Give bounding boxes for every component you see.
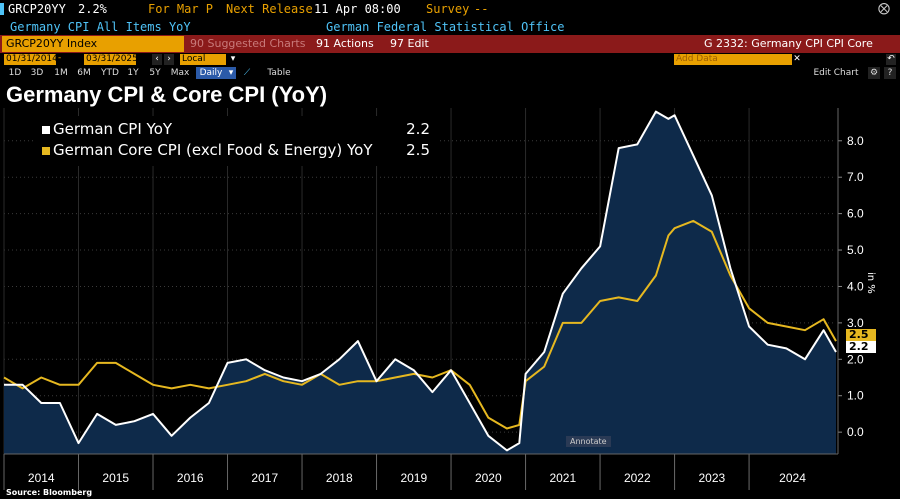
end-date-input[interactable]: 03/31/2025	[84, 54, 138, 65]
tab-3d[interactable]: 3D	[30, 68, 44, 78]
suggested-charts-menu[interactable]: 90 Suggested Charts	[190, 37, 306, 50]
period-label: For Mar P	[148, 2, 214, 16]
x-tick-label: 2014	[28, 471, 55, 485]
x-axis: 2014 2015 2016 2017 2018 2019 2020 2021 2022 2023…	[3, 453, 838, 490]
prev-period-button[interactable]: ‹	[152, 54, 162, 65]
line-chart-icon[interactable]: ⟋	[243, 68, 251, 78]
source-label: Source: Bloomberg	[6, 488, 93, 497]
tab-table[interactable]: Table	[267, 68, 291, 78]
currency-select[interactable]: Local CCY	[180, 54, 226, 75]
x-tick-label: 2024	[779, 471, 806, 485]
series-areas	[4, 111, 836, 454]
tab-max[interactable]: Max	[170, 68, 190, 78]
y-tick-label: 0.0	[847, 425, 864, 439]
survey-value: --	[474, 2, 489, 16]
series-line-0	[4, 110, 837, 452]
x-tick-label: 2022	[624, 471, 651, 485]
legend-value-core: 2.5	[406, 141, 430, 159]
legend-swatch-core	[42, 146, 50, 155]
last-value-badge-core: 2.5	[846, 329, 876, 341]
tab-ytd[interactable]: YTD	[101, 68, 119, 78]
tab-6m[interactable]: 6M	[77, 68, 91, 78]
help-icon[interactable]: ?	[884, 67, 896, 79]
legend-swatch-cpi	[42, 125, 50, 134]
security-input[interactable]: GRCP20YY Index	[2, 36, 184, 52]
chart-id: G 2332: Germany CPI CPI Core	[704, 37, 873, 50]
y-tick-label: 7.0	[847, 170, 864, 184]
undo-icon[interactable]: ↶	[886, 54, 896, 65]
x-tick-label: 2019	[400, 471, 427, 485]
period-tabs: 1D 3D 1M 6M YTD 1Y 5Y Max Daily ▾ ⟋ Tabl…	[0, 66, 900, 80]
x-tick-label: 2017	[251, 471, 278, 485]
legend-label-core: German Core CPI (excl Food & Energy) YoY	[53, 141, 373, 159]
y-tick-label: 6.0	[847, 207, 864, 221]
next-period-button[interactable]: ›	[164, 54, 174, 65]
last-value: 2.2%	[78, 2, 107, 16]
edit-chart-button[interactable]: Edit Chart	[813, 68, 859, 78]
y-tick-label: 5.0	[847, 243, 864, 257]
ticker-label: GRCP20YY	[8, 2, 66, 16]
y-tick-label: 3.0	[847, 316, 864, 330]
y-tick-label: 1.0	[847, 389, 864, 403]
tab-5y[interactable]: 5Y	[149, 68, 161, 78]
series-area-0	[4, 111, 836, 454]
y-axis-label: in %	[865, 272, 876, 294]
legend: German CPI YoY 2.2 German Core CPI (excl…	[36, 116, 438, 166]
tab-1m[interactable]: 1M	[54, 68, 68, 78]
legend-entry-core[interactable]: German Core CPI (excl Food & Energy) YoY	[42, 141, 373, 159]
tab-1y[interactable]: 1Y	[127, 68, 139, 78]
legend-label-cpi: German CPI YoY	[53, 120, 173, 138]
command-menubar: 90 Suggested Charts 91 Actions 97 Edit G…	[0, 35, 900, 53]
add-data-input[interactable]: Add Data	[674, 54, 792, 65]
x-tick-label: 2018	[326, 471, 353, 485]
description-row: Germany CPI All Items YoY German Federal…	[0, 19, 900, 35]
legend-entry-cpi[interactable]: German CPI YoY	[42, 120, 172, 138]
series-line-1	[3, 219, 837, 430]
next-release-date: 11 Apr 08:00	[314, 2, 401, 16]
series-lines	[3, 110, 837, 452]
settings-icon[interactable]: ⚙	[868, 67, 880, 79]
date-separator: -	[58, 53, 62, 63]
x-tick-label: 2020	[475, 471, 502, 485]
tab-1d[interactable]: 1D	[8, 68, 22, 78]
security-description: Germany CPI All Items YoY	[10, 20, 191, 34]
next-release-label: Next Release	[226, 2, 313, 16]
survey-label: Survey	[426, 2, 470, 16]
start-date-input[interactable]: 01/31/2014	[4, 54, 58, 65]
tab-daily[interactable]: Daily	[196, 67, 226, 79]
legend-value-cpi: 2.2	[406, 120, 430, 138]
annotate-button[interactable]: Annotate	[566, 436, 611, 447]
x-tick-label: 2016	[177, 471, 204, 485]
sound-icon[interactable]: ⨂	[878, 1, 890, 15]
chart-title: Germany CPI & Core CPI (YoY)	[6, 82, 328, 107]
frequency-dropdown-icon[interactable]: ▾	[226, 67, 236, 79]
x-tick-label: 2021	[549, 471, 576, 485]
last-value-badge-cpi: 2.2	[846, 341, 876, 353]
y-tick-label: 8.0	[847, 134, 864, 148]
y-tick-label: 4.0	[847, 279, 864, 293]
security-header: GRCP20YY 2.2% For Mar P Next Release 11 …	[0, 0, 900, 19]
x-tick-label: 2023	[698, 471, 725, 485]
y-tick-label: 2.0	[847, 352, 864, 366]
currency-dropdown-icon[interactable]: ▾	[230, 54, 236, 64]
ticker-flag-icon	[0, 3, 4, 15]
y-axis: 0.0 1.0 2.0 3.0 4.0 5.0 6.0 7.0 8.0	[837, 108, 864, 454]
date-controls: 01/31/2014 - 03/31/2025 ‹ › Local CCY ▾ …	[0, 53, 900, 75]
edit-menu[interactable]: 97 Edit	[390, 37, 429, 50]
source-organization: German Federal Statistical Office	[326, 20, 565, 34]
remove-data-icon[interactable]: ✕	[793, 54, 801, 64]
actions-menu[interactable]: 91 Actions	[316, 37, 374, 50]
x-tick-label: 2015	[102, 471, 129, 485]
